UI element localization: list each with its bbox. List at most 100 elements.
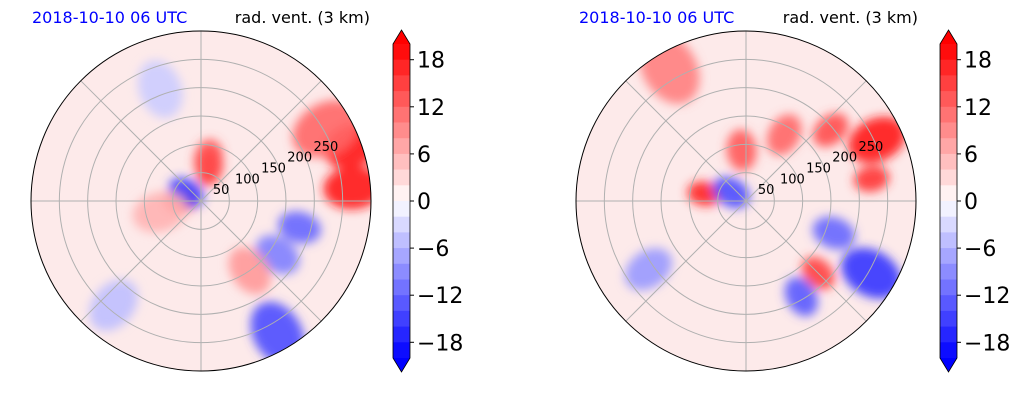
field-feature	[323, 166, 371, 210]
colorbar-segment	[940, 75, 957, 92]
field-feature	[726, 129, 757, 172]
azimuth-line	[745, 80, 867, 202]
ring-label: 50	[213, 183, 230, 198]
polar-grid	[31, 31, 371, 371]
colorbar-extend-min	[393, 358, 410, 372]
ring-label: 200	[832, 151, 857, 166]
field-feature	[848, 116, 906, 164]
azimuth-line	[625, 80, 747, 202]
field-feature	[841, 247, 902, 299]
colorbar-segment	[940, 91, 957, 108]
azimuth-line	[625, 200, 747, 322]
colorbar-segment	[940, 122, 957, 139]
colorbar-extend-max	[940, 30, 957, 44]
colorbar-segment	[940, 169, 957, 186]
field-feature	[766, 114, 802, 156]
field-feature	[137, 60, 183, 118]
ring-label: 150	[261, 161, 286, 176]
colorbar-segment	[393, 279, 410, 296]
colorbar: 18 12 6 0 −6 −12 −18	[939, 29, 1010, 373]
colorbar-segment	[393, 122, 410, 139]
field-feature	[687, 181, 721, 206]
colorbar-extend-min	[940, 358, 957, 372]
colorbar-segment	[940, 106, 957, 123]
colorbar-segment	[940, 263, 957, 280]
colorbar-segment	[940, 310, 957, 328]
colorbar-tick-label: 0	[417, 190, 431, 215]
colorbar-extend-max	[393, 30, 410, 44]
colorbar-tick-label: −6	[417, 237, 449, 262]
ring-label: 250	[313, 140, 338, 155]
colorbar-segment	[940, 138, 957, 155]
panel-title-date: 2018-10-10 06 UTC	[32, 8, 187, 27]
colorbar-segment	[393, 326, 410, 343]
panel-left: 2018-10-10 06 UTC rad. vent. (3 km) 50 10…	[30, 8, 463, 373]
field-feature	[132, 191, 188, 233]
panel-title-date: 2018-10-10 06 UTC	[579, 8, 734, 27]
azimuth-line	[200, 80, 322, 202]
colorbar-outline	[939, 29, 958, 373]
colorbar-segment	[940, 279, 957, 296]
colorbar-segment	[940, 326, 957, 343]
colorbar-segment	[940, 201, 957, 218]
colorbar-tick-label: 12	[964, 96, 992, 121]
field-feature	[278, 211, 322, 244]
colorbar-segment	[393, 263, 410, 280]
colorbar-tick-label: 18	[964, 49, 992, 74]
colorbar-tick-label: 18	[417, 49, 445, 74]
colorbar-segment	[393, 295, 410, 312]
panel-title-variable: rad. vent. (3 km)	[783, 8, 918, 27]
colorbar-segment	[940, 59, 957, 76]
polar-boundary	[30, 30, 372, 372]
panel-right: 2018-10-10 06 UTC rad. vent. (3 km) 50 10…	[575, 8, 1010, 373]
colorbar-tick-label: −6	[964, 237, 996, 262]
ring-label: 100	[780, 172, 805, 187]
field-feature	[784, 277, 818, 317]
colorbar-tick-label: 6	[964, 143, 978, 168]
colorbar-tick-label: 6	[417, 143, 431, 168]
colorbar-segment	[940, 153, 957, 171]
colorbar-segment	[393, 75, 410, 92]
field-feature	[624, 248, 673, 291]
colorbar-segment	[940, 248, 957, 265]
ring-label: 100	[235, 172, 260, 187]
colorbar-tick-label: −12	[417, 284, 463, 309]
ring-label: 200	[287, 151, 312, 166]
colorbar-segment	[393, 185, 410, 202]
colorbar-segment	[940, 185, 957, 202]
colorbar-segment	[940, 216, 957, 233]
colorbar: 18 12 6 0 −6 −12 −18	[392, 29, 463, 373]
colorbar-segment	[393, 59, 410, 76]
field-feature	[853, 165, 890, 192]
polar-field	[31, 31, 371, 371]
azimuth-line	[80, 80, 202, 202]
colorbar-tick-label: −12	[964, 284, 1010, 309]
colorbar-segment	[393, 106, 410, 123]
colorbar-tick-label: 0	[964, 190, 978, 215]
field-feature	[712, 176, 750, 209]
colorbar-segment	[393, 44, 410, 61]
colorbar-segment	[393, 342, 410, 359]
colorbar-tick-label: −18	[417, 331, 463, 356]
colorbar-segment	[393, 310, 410, 328]
colorbar-tick-label: 12	[417, 96, 445, 121]
colorbar-outline	[392, 29, 411, 373]
colorbar-segment	[393, 232, 410, 249]
ring-label: 50	[758, 183, 775, 198]
colorbar-segment	[393, 138, 410, 155]
colorbar-segment	[393, 169, 410, 186]
colorbar-segment	[940, 232, 957, 249]
azimuth-line	[745, 200, 867, 322]
field-feature	[812, 113, 849, 147]
colorbar-segment	[393, 153, 410, 171]
colorbar-segment	[393, 216, 410, 233]
colorbar-segment	[940, 44, 957, 61]
field-feature	[812, 216, 856, 250]
colorbar-segment	[393, 91, 410, 108]
colorbar-segment	[393, 201, 410, 218]
colorbar-tick-label: −18	[964, 331, 1010, 356]
panel-title-variable: rad. vent. (3 km)	[235, 8, 370, 27]
